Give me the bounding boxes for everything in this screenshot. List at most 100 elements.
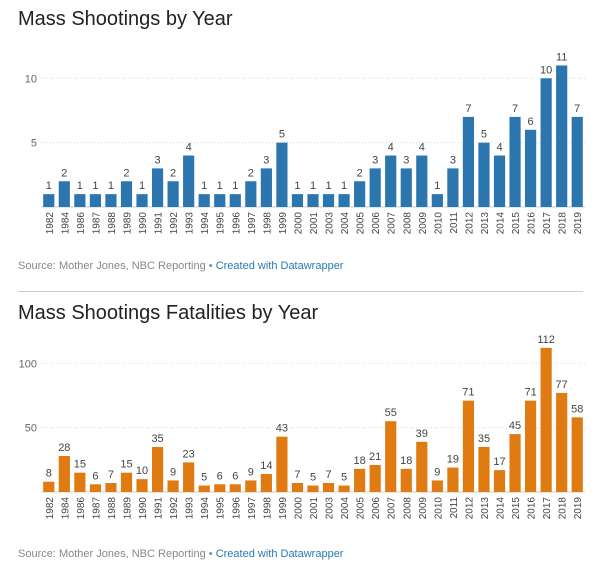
chart1-xtick-label: 1991 [154, 212, 165, 235]
chart2-xtick-label: 1998 [262, 497, 273, 520]
chart2-bar [431, 480, 443, 492]
chart2-bar [354, 468, 366, 492]
chart2-credit-link[interactable]: Created with Datawrapper [215, 548, 344, 560]
chart2-xtick-label: 2003 [325, 497, 336, 520]
chart1-xtick-label: 1995 [216, 212, 227, 235]
chart2-bar [369, 464, 381, 492]
chart2-bar [136, 479, 148, 492]
chart1-data-label: 3 [403, 154, 409, 166]
chart1-xtick-label: 1990 [138, 212, 149, 235]
chart1-data-label: 3 [155, 154, 161, 166]
chart2-data-label: 5 [201, 472, 207, 484]
chart2-bar [447, 467, 459, 492]
chart2-xtick-label: 2009 [418, 497, 429, 520]
chart1-credit-link[interactable]: Created with Datawrapper [215, 260, 344, 272]
chart2-data-label: 23 [183, 448, 195, 460]
chart1-bar [478, 142, 490, 207]
chart2-data-label: 7 [294, 469, 300, 481]
chart1-bar [151, 168, 164, 207]
chart1-bar [322, 194, 335, 207]
chart2-xtick-label: 2008 [402, 497, 413, 520]
chart2-data-label: 9 [434, 466, 440, 478]
chart1-plot: 5 10 1 1982 2 1984 1 1986 1 1987 1 1988 2 1989 1 1990 3 1… [25, 51, 585, 235]
chart1-xtick-label: 1997 [247, 212, 258, 235]
chart1-bar [167, 181, 179, 207]
chart1-bar [214, 194, 226, 207]
chart1-bar [447, 168, 459, 207]
chart2-data-label: 6 [92, 470, 98, 482]
chart1-data-label: 1 [217, 180, 223, 192]
chart1-bar [571, 116, 583, 207]
chart1-xtick-label: 2005 [356, 212, 367, 235]
chart2-bar [540, 347, 552, 492]
chart2-data-label: 35 [151, 433, 163, 445]
chart2-xtick-label: 2019 [573, 497, 584, 520]
chart2-bar [43, 481, 55, 492]
chart1-xtick-label: 2016 [527, 212, 538, 235]
chart2-bar [571, 417, 583, 492]
chart1-separator: • [208, 260, 213, 272]
chart1-xtick-label: 2018 [558, 212, 569, 235]
chart2-source-text: Source: Mother Jones, NBC Reporting [18, 548, 206, 560]
chart1-xtick-label: 2010 [433, 212, 444, 235]
chart1-data-label: 5 [279, 129, 285, 141]
chart2-ytick-label: 100 [19, 358, 37, 370]
chart2-bar [58, 455, 70, 492]
chart2-bar [151, 446, 164, 492]
chart1-bar [385, 155, 397, 207]
chart1-xtick-label: 2015 [511, 212, 522, 235]
chart2-xtick-label: 2014 [496, 497, 507, 520]
chart1-data-label: 4 [496, 142, 502, 154]
chart2-data-label: 19 [447, 454, 459, 466]
chart2-data-label: 39 [416, 428, 428, 440]
chart2-xtick-label: 2017 [542, 497, 553, 520]
chart2-xtick-label: 1995 [216, 497, 227, 520]
chart2-bar [120, 472, 133, 492]
chart1-data-label: 2 [61, 167, 67, 179]
chart1-xtick-label: 1993 [185, 212, 196, 235]
chart1-xtick-label: 1986 [76, 212, 87, 235]
chart2-bar [493, 470, 506, 492]
chart1-data-label: 1 [325, 180, 331, 192]
chart2-xtick-label: 1984 [60, 497, 71, 520]
chart2-bar [556, 392, 568, 492]
chart1-bar [245, 181, 257, 207]
chart1-title: Mass Shootings by Year [18, 8, 233, 30]
chart1-data-label: 5 [481, 129, 487, 141]
chart1-bar [89, 194, 101, 207]
chart2-source: Source: Mother Jones, NBC Reporting • Cr… [18, 548, 343, 560]
chart1-xtick-label: 2004 [340, 212, 351, 235]
chart2-data-label: 43 [276, 423, 288, 435]
chart1-bar [525, 129, 537, 207]
chart2-bar [167, 480, 179, 492]
chart2-bar [276, 436, 288, 492]
chart1-data-label: 1 [46, 180, 52, 192]
chart2-data-label: 7 [325, 469, 331, 481]
chart1-bar [431, 194, 443, 207]
chart1-data-label: 2 [357, 167, 363, 179]
chart1-data-label: 1 [434, 180, 440, 192]
chart2-xtick-label: 2018 [558, 497, 569, 520]
chart2-bar [478, 446, 490, 492]
chart2-bar [89, 484, 101, 492]
chart1-xtick-label: 1992 [169, 212, 180, 235]
chart1-data-label: 2 [248, 167, 254, 179]
chart1-xtick-label: 1996 [231, 212, 242, 235]
chart1-xtick-label: 1994 [200, 212, 211, 235]
chart2-data-label: 5 [310, 472, 316, 484]
chart1-xtick-label: 2014 [496, 212, 507, 235]
chart2-data-label: 71 [524, 387, 536, 399]
chart2-data-label: 45 [509, 420, 521, 432]
chart2-ytick-label: 50 [25, 423, 37, 435]
chart2-data-label: 55 [385, 407, 397, 419]
chart2-data-label: 18 [400, 455, 412, 467]
chart2-bar [105, 482, 117, 492]
chart2-data-label: 77 [556, 379, 568, 391]
chart1-xtick-label: 2001 [309, 212, 320, 235]
chart1-xtick-label: 1987 [91, 212, 102, 235]
chart2-bar [260, 473, 272, 492]
chart2-bar [198, 485, 210, 492]
chart1-data-label: 1 [232, 180, 238, 192]
chart1-bar [291, 194, 304, 207]
chart2-bar [74, 472, 86, 492]
